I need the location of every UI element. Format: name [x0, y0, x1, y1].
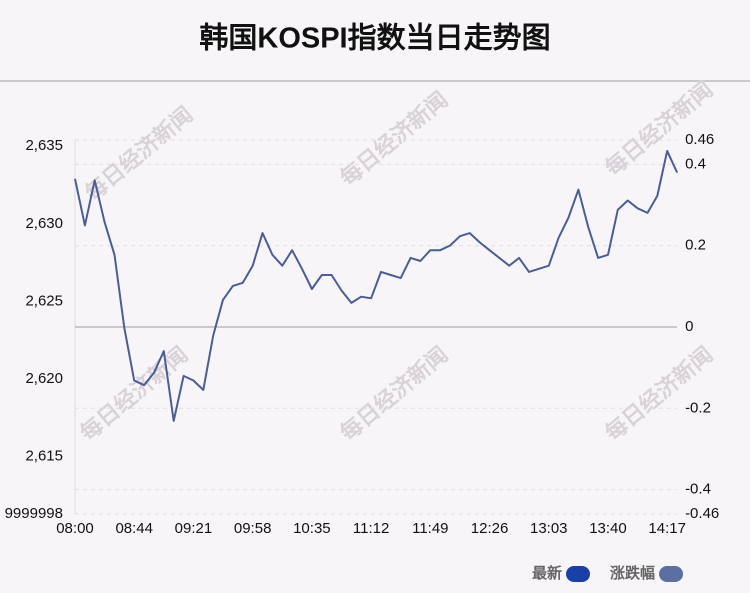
x-tick-label: 13:40: [589, 520, 627, 537]
legend-swatch: [659, 566, 684, 582]
x-tick-label: 09:58: [234, 520, 272, 537]
y-tick-label: 2,630: [25, 215, 63, 232]
y-tick-label: 2,620: [25, 370, 63, 387]
y2-tick-label: 0.46: [685, 131, 714, 148]
x-tick-label: 08:44: [115, 520, 153, 537]
y-tick-label: 2,615: [25, 448, 63, 465]
x-tick-label: 11:49: [412, 520, 448, 537]
y2-tick-label: -0.46: [685, 505, 719, 522]
y2-tick-label: -0.2: [685, 399, 711, 416]
x-tick-label: 14:17: [648, 520, 686, 537]
x-tick-label: 13:03: [530, 520, 568, 537]
y2-tick-label: 0: [685, 318, 693, 335]
x-tick-label: 10:35: [293, 520, 331, 537]
legend-swatch: [566, 566, 591, 582]
x-tick-label: 12:26: [471, 520, 509, 537]
y-tick-label: 9999998: [5, 505, 63, 522]
chart-title: 韩国KOSPI指数当日走势图: [199, 22, 550, 55]
y2-tick-label: 0.4: [685, 155, 706, 172]
legend-label: 涨跌幅: [610, 564, 655, 582]
x-tick-label: 11:12: [353, 520, 389, 537]
price-line: [74, 149, 679, 422]
x-tick-label: 09:21: [175, 520, 213, 537]
y-tick-label: 2,625: [25, 292, 63, 309]
x-tick-label: 08:00: [56, 520, 94, 537]
y2-tick-label: 0.2: [685, 237, 706, 254]
y2-tick-label: -0.4: [685, 481, 711, 498]
y-tick-label: 2,635: [25, 137, 63, 154]
legend-label: 最新: [532, 564, 562, 582]
